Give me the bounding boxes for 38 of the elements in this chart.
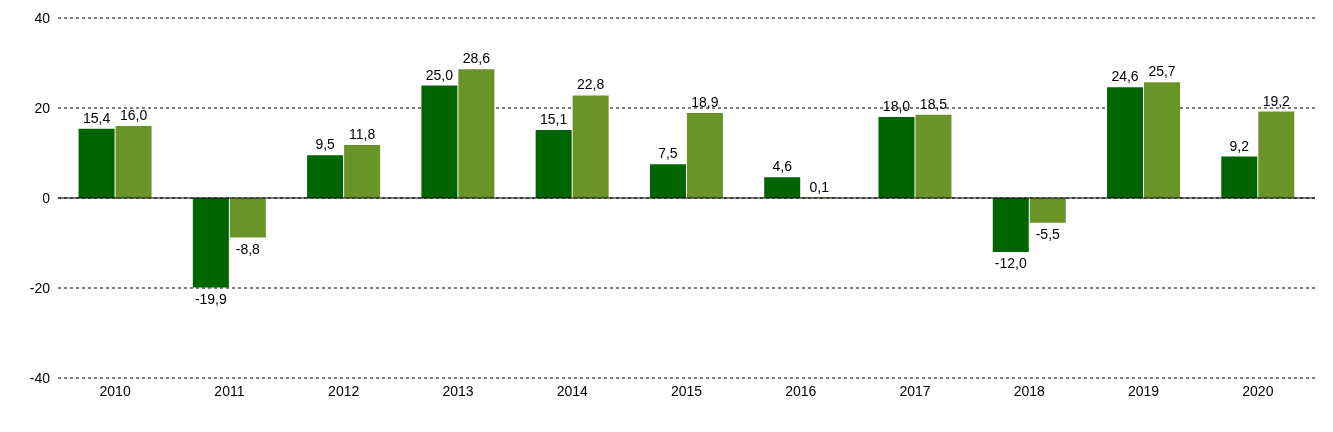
data-label: 7,5 — [658, 145, 678, 162]
data-label: 18,9 — [691, 93, 719, 110]
x-tick-label: 2020 — [1242, 382, 1274, 399]
data-label: 9,2 — [1229, 137, 1250, 154]
x-tick-label: 2019 — [1128, 382, 1160, 399]
data-label: 0,1 — [809, 178, 830, 195]
data-label: 15,4 — [82, 109, 111, 126]
data-label: 18,0 — [882, 98, 911, 114]
data-label: -19,9 — [194, 290, 227, 307]
data-label: 11,8 — [349, 125, 376, 142]
data-label: 25,0 — [425, 66, 454, 83]
data-label: 25,7 — [1148, 63, 1176, 80]
data-label: 4,6 — [772, 158, 793, 175]
data-label: 22,8 — [577, 76, 605, 93]
x-tick-label: 2017 — [899, 382, 931, 399]
y-tick-label: -20 — [29, 279, 51, 296]
x-tick-label: 2010 — [99, 382, 131, 399]
y-tick-label: 0 — [42, 189, 51, 206]
y-tick-label: 40 — [34, 9, 51, 26]
x-tick-label: 2012 — [328, 382, 360, 399]
data-label: 15,1 — [540, 111, 568, 128]
data-label: -8,8 — [235, 240, 261, 257]
data-label: 9,5 — [315, 136, 336, 153]
x-tick-label: 2015 — [670, 382, 703, 399]
data-label: -5,5 — [1035, 225, 1061, 242]
data-label: -12,0 — [994, 255, 1027, 271]
data-label: 19,2 — [1262, 92, 1291, 109]
x-tick-label: 2013 — [442, 382, 474, 399]
data-label: 18,5 — [919, 95, 948, 112]
data-label: 28,6 — [462, 50, 491, 67]
y-tick-label: -40 — [29, 369, 51, 386]
data-label: 16,0 — [119, 107, 148, 123]
data-label: 24,6 — [1111, 68, 1139, 85]
x-tick-label: 2014 — [556, 382, 589, 399]
x-tick-label: 2016 — [785, 382, 817, 399]
x-tick-label: 2011 — [214, 382, 245, 399]
x-tick-label: 2018 — [1013, 382, 1046, 399]
y-tick-label: 20 — [34, 99, 51, 116]
